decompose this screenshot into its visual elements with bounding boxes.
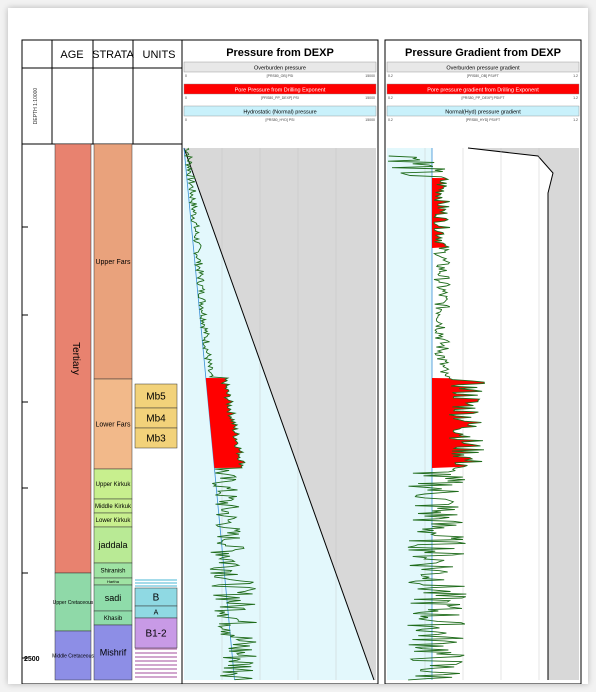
unit-label: A xyxy=(154,609,159,616)
strata-label: jaddala xyxy=(97,540,127,550)
gradient-curve xyxy=(387,155,485,681)
strata-unit xyxy=(93,378,133,470)
unit-label: Mb3 xyxy=(146,433,166,444)
legend-min: 0.2 xyxy=(388,96,393,100)
strata-label: Hartha xyxy=(107,579,120,584)
legend-swatch xyxy=(183,105,377,117)
age-unit xyxy=(54,572,92,632)
legend-min: 0 xyxy=(185,74,187,78)
overburden-region xyxy=(468,148,579,680)
strata-label: Lower Fars xyxy=(95,421,131,428)
overpressure-fill xyxy=(432,178,450,248)
unit-box xyxy=(134,427,178,449)
legend-swatch xyxy=(386,105,580,117)
age-label: Upper Cretaceous xyxy=(53,600,94,606)
strata-label: Middle Kirkuk xyxy=(95,504,132,510)
overburden-line xyxy=(183,147,375,681)
legend-swatch xyxy=(386,83,580,95)
legend-label: Pore pressure gradient from Drilling Exp… xyxy=(427,88,539,94)
unit-box xyxy=(134,383,178,409)
overpressure-fill xyxy=(432,378,485,468)
gradient-panel-title: Pressure Gradient from DEXP xyxy=(405,47,561,59)
legend-sub: [PRS80_OB] PSI xyxy=(267,74,294,78)
age-unit xyxy=(54,143,92,574)
overburden-gradient-line xyxy=(467,147,554,680)
legend-label: Hydrostatic (Normal) pressure xyxy=(243,110,316,116)
pressure-legend: Overburden pressure [PRS80_OB] PSI 0 15000 P… xyxy=(183,61,377,122)
pressure-panel: Pressure from DEXP Overburden pressure [P… xyxy=(181,39,379,685)
legend-sub: [PRS80_HYD] PSI xyxy=(266,118,295,122)
legend-sub: [PRS80_HYD] PSI/FT xyxy=(466,118,501,122)
units-track: Mb5 Mb4 Mb3 BA B1-2 xyxy=(134,383,178,678)
hydrostatic-region xyxy=(387,148,432,680)
track-headers: AGE STRATA UNITS xyxy=(21,39,187,69)
legend-max: 1.2 xyxy=(573,96,578,100)
strata-unit xyxy=(93,468,133,500)
legend-label: Normal(Hyd) pressure gradient xyxy=(445,110,521,116)
legend-swatch xyxy=(183,61,377,73)
legend-label: Overburden pressure gradient xyxy=(446,66,520,72)
unit-label: Mb4 xyxy=(146,413,166,424)
legend-sub: [PRS80_PP_DEXP] PSI xyxy=(261,96,299,100)
strata-label: Khasib xyxy=(104,616,123,622)
legend-min: 0 xyxy=(185,96,187,100)
strata-label: Upper Fars xyxy=(95,259,131,266)
unit-label: Mb5 xyxy=(146,391,166,402)
unit-label: B xyxy=(153,592,160,603)
strata-label: Mishrif xyxy=(100,648,127,658)
strata-header: STRATA xyxy=(92,49,134,61)
strata-unit xyxy=(93,624,133,681)
strata-label: Shiranish xyxy=(100,569,125,575)
strata-unit xyxy=(93,584,133,612)
pressure-curve xyxy=(183,147,257,681)
well-log-figure: AGE STRATA UNITS DEPTH 1:10000 2500 Tert… xyxy=(8,8,588,685)
depth-tick-label: 2500 xyxy=(24,656,40,663)
strata-label: Upper Kirkuk xyxy=(96,482,132,488)
pressure-track xyxy=(183,147,376,681)
legend-max: 15000 xyxy=(365,74,375,78)
depth-axis: 2500 xyxy=(22,226,40,663)
strata-label: Lower Kirkuk xyxy=(96,518,132,524)
age-unit xyxy=(54,630,92,681)
unit-label: B1-2 xyxy=(145,628,167,639)
strata-unit xyxy=(93,526,133,564)
legend-label: Pore Pressure from Drilling Exponent xyxy=(235,88,326,94)
legend-min: 0.2 xyxy=(388,118,393,122)
legend-sub: [PRS80_PP_DEXP] PSI/FT xyxy=(462,96,506,100)
legend-max: 15000 xyxy=(365,96,375,100)
age-track: Tertiary Upper Cretaceous Middle Cretaceou… xyxy=(52,143,94,681)
strata-unit xyxy=(93,143,133,380)
age-header: AGE xyxy=(60,49,83,61)
gradient-legend: Overburden pressure gradient [PRS80_OB] P… xyxy=(386,61,580,122)
gradient-panel: Pressure Gradient from DEXP Overburden p… xyxy=(384,39,582,685)
legend-swatch xyxy=(386,61,580,73)
age-label: Tertiary xyxy=(70,342,81,375)
legend-max: 15000 xyxy=(365,118,375,122)
legend-sub: [PRS80_OB] PSI/FT xyxy=(467,74,500,78)
legend-min: 0.2 xyxy=(388,74,393,78)
pressure-panel-title: Pressure from DEXP xyxy=(226,47,334,59)
well-log-diagram: AGE STRATA UNITS DEPTH 1:10000 2500 Tert… xyxy=(21,39,582,685)
overpressure-fill xyxy=(205,378,245,468)
legend-swatch xyxy=(183,83,377,95)
gradient-track xyxy=(387,147,579,681)
age-label: Middle Cretaceous xyxy=(52,654,94,660)
depth-scale-label: DEPTH 1:10000 xyxy=(33,88,39,125)
legend-label: Overburden pressure xyxy=(254,66,306,72)
legend-max: 1.2 xyxy=(573,118,578,122)
legend-min: 0 xyxy=(185,118,187,122)
unit-box xyxy=(134,617,178,649)
legend-max: 1.2 xyxy=(573,74,578,78)
strata-label: sadi xyxy=(105,593,122,603)
strata-track: Upper Fars Lower Fars Upper Kirkuk Middle K… xyxy=(93,143,133,681)
units-header: UNITS xyxy=(143,49,176,61)
